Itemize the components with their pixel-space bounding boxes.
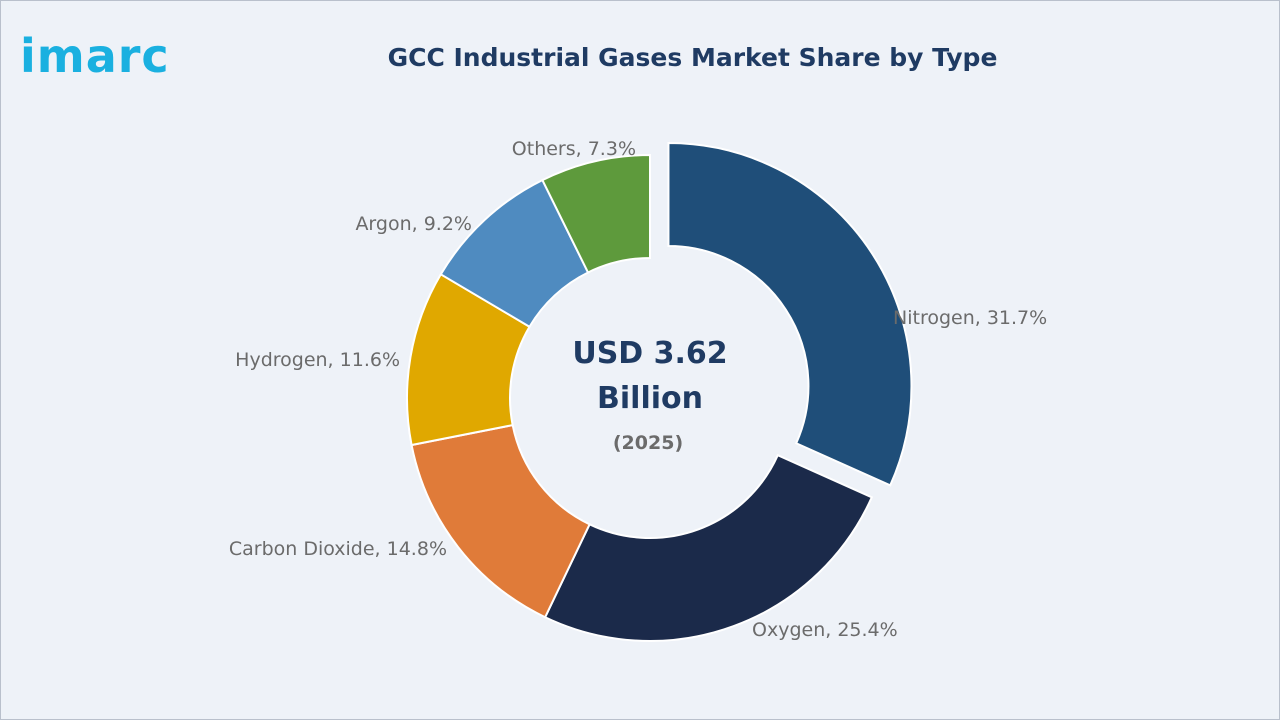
label-argon: Argon, 9.2% bbox=[355, 213, 472, 235]
label-oxygen: Oxygen, 25.4% bbox=[752, 619, 898, 641]
slice-oxygen bbox=[543, 453, 874, 642]
center-value-line2: Billion bbox=[597, 381, 703, 416]
logo-text: imarc bbox=[20, 29, 170, 83]
center-value-line1: USD 3.62 bbox=[572, 336, 727, 371]
label-carbon-dioxide: Carbon Dioxide, 14.8% bbox=[229, 538, 447, 560]
chart-title: GCC Industrial Gases Market Share by Typ… bbox=[387, 43, 998, 72]
imarc-logo: imarc bbox=[20, 29, 170, 83]
label-hydrogen: Hydrogen, 11.6% bbox=[235, 349, 400, 371]
center-label: USD 3.62 Billion (2025) bbox=[572, 336, 727, 454]
slice-others bbox=[541, 153, 651, 274]
label-others: Others, 7.3% bbox=[512, 138, 636, 160]
label-nitrogen: Nitrogen, 31.7% bbox=[893, 307, 1047, 329]
donut-slices bbox=[406, 142, 913, 642]
slice-nitrogen bbox=[667, 142, 913, 487]
center-year: (2025) bbox=[613, 432, 683, 454]
slice-labels: Nitrogen, 31.7% Oxygen, 25.4% Carbon Dioxi… bbox=[229, 138, 1047, 641]
